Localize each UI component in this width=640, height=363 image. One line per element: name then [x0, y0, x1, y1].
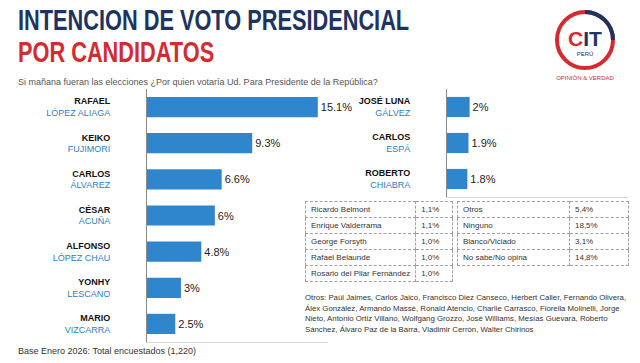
- svg-text:4.8%: 4.8%: [204, 246, 229, 258]
- html-text:Rosario del Pilar Fernández: Rosario del Pilar Fernández: [311, 269, 411, 278]
- svg-text:2.5%: 2.5%: [178, 318, 203, 330]
- svg-text:1.8%: 1.8%: [470, 173, 495, 185]
- svg-text:PERÚ: PERÚ: [577, 51, 594, 57]
- html-text:Base Enero 2026: Total encuest: Base Enero 2026: Total encuestados (1,22…: [18, 346, 196, 356]
- html-text:INTENCION DE VOTO PRESIDENCIAL: INTENCION DE VOTO PRESIDENCIAL: [18, 4, 410, 36]
- html-text:Ricardo Belmont: Ricardo Belmont: [311, 205, 371, 214]
- html-text:Si mañana fueran las eleccione: Si mañana fueran las elecciones ¿Por qui…: [18, 77, 378, 87]
- html-text:5,4%: 5,4%: [575, 205, 594, 214]
- html-text:Blanco/Viciado: Blanco/Viciado: [463, 237, 516, 246]
- svg-text:6%: 6%: [218, 210, 234, 222]
- html-text:1,0%: 1,0%: [421, 237, 440, 246]
- html-text:1,0%: 1,0%: [421, 269, 440, 278]
- html-text:3,1%: 3,1%: [575, 237, 594, 246]
- svg-text:CARLOSESPÁ: CARLOSESPÁ: [372, 132, 410, 154]
- svg-text:OPINIÓN & VERDAD: OPINIÓN & VERDAD: [556, 75, 614, 81]
- svg-text:MARIOVIZCARRA: MARIOVIZCARRA: [65, 313, 111, 335]
- svg-text:ROBERTOCHIABRA: ROBERTOCHIABRA: [365, 168, 410, 190]
- svg-text:JOSÉ LUNAGÁLVEZ: JOSÉ LUNAGÁLVEZ: [359, 96, 411, 118]
- svg-text:3%: 3%: [184, 282, 200, 294]
- html-text:George Forsyth: George Forsyth: [311, 237, 367, 246]
- svg-text:9.3%: 9.3%: [255, 137, 280, 149]
- html-text:Ninguno: Ninguno: [463, 221, 493, 230]
- html-text:Rafael Belaunde: Rafael Belaunde: [311, 253, 371, 262]
- svg-text:1.9%: 1.9%: [471, 137, 496, 149]
- svg-text:YONHYLESCANO: YONHYLESCANO: [67, 277, 110, 299]
- html-text:1,1%: 1,1%: [421, 205, 440, 214]
- html-text:No sabe/No opina: No sabe/No opina: [463, 253, 527, 262]
- html-text:POR CANDIDATOS: POR CANDIDATOS: [18, 36, 215, 68]
- svg-text:15.1%: 15.1%: [321, 101, 352, 113]
- html-text:Otros: Paúl Jaimes, Carlos Jai: Otros: Paúl Jaimes, Carlos Jaico, Franci…: [305, 293, 627, 334]
- svg-text:CARLOSÁLVAREZ: CARLOSÁLVAREZ: [71, 169, 111, 191]
- html-text:18,5%: 18,5%: [575, 221, 598, 230]
- svg-text:2%: 2%: [473, 101, 489, 113]
- svg-text:RAFAELLÓPEZ ALIAGA: RAFAELLÓPEZ ALIAGA: [46, 96, 111, 118]
- svg-text:KEIKOFUJIMORI: KEIKOFUJIMORI: [68, 133, 111, 155]
- svg-text:CIT: CIT: [568, 27, 602, 50]
- svg-text:ALFONSOLÓPEZ CHAU: ALFONSOLÓPEZ CHAU: [53, 241, 111, 263]
- html-text:Otros: Otros: [463, 205, 483, 214]
- html-text:1,1%: 1,1%: [421, 221, 440, 230]
- svg-text:CÉSARACUÑA: CÉSARACUÑA: [79, 205, 111, 227]
- html-text:Enrique Valderrama: Enrique Valderrama: [311, 221, 382, 230]
- svg-text:6.6%: 6.6%: [225, 173, 250, 185]
- html-text:1,0%: 1,0%: [421, 253, 440, 262]
- html-text:14,8%: 14,8%: [575, 253, 598, 262]
